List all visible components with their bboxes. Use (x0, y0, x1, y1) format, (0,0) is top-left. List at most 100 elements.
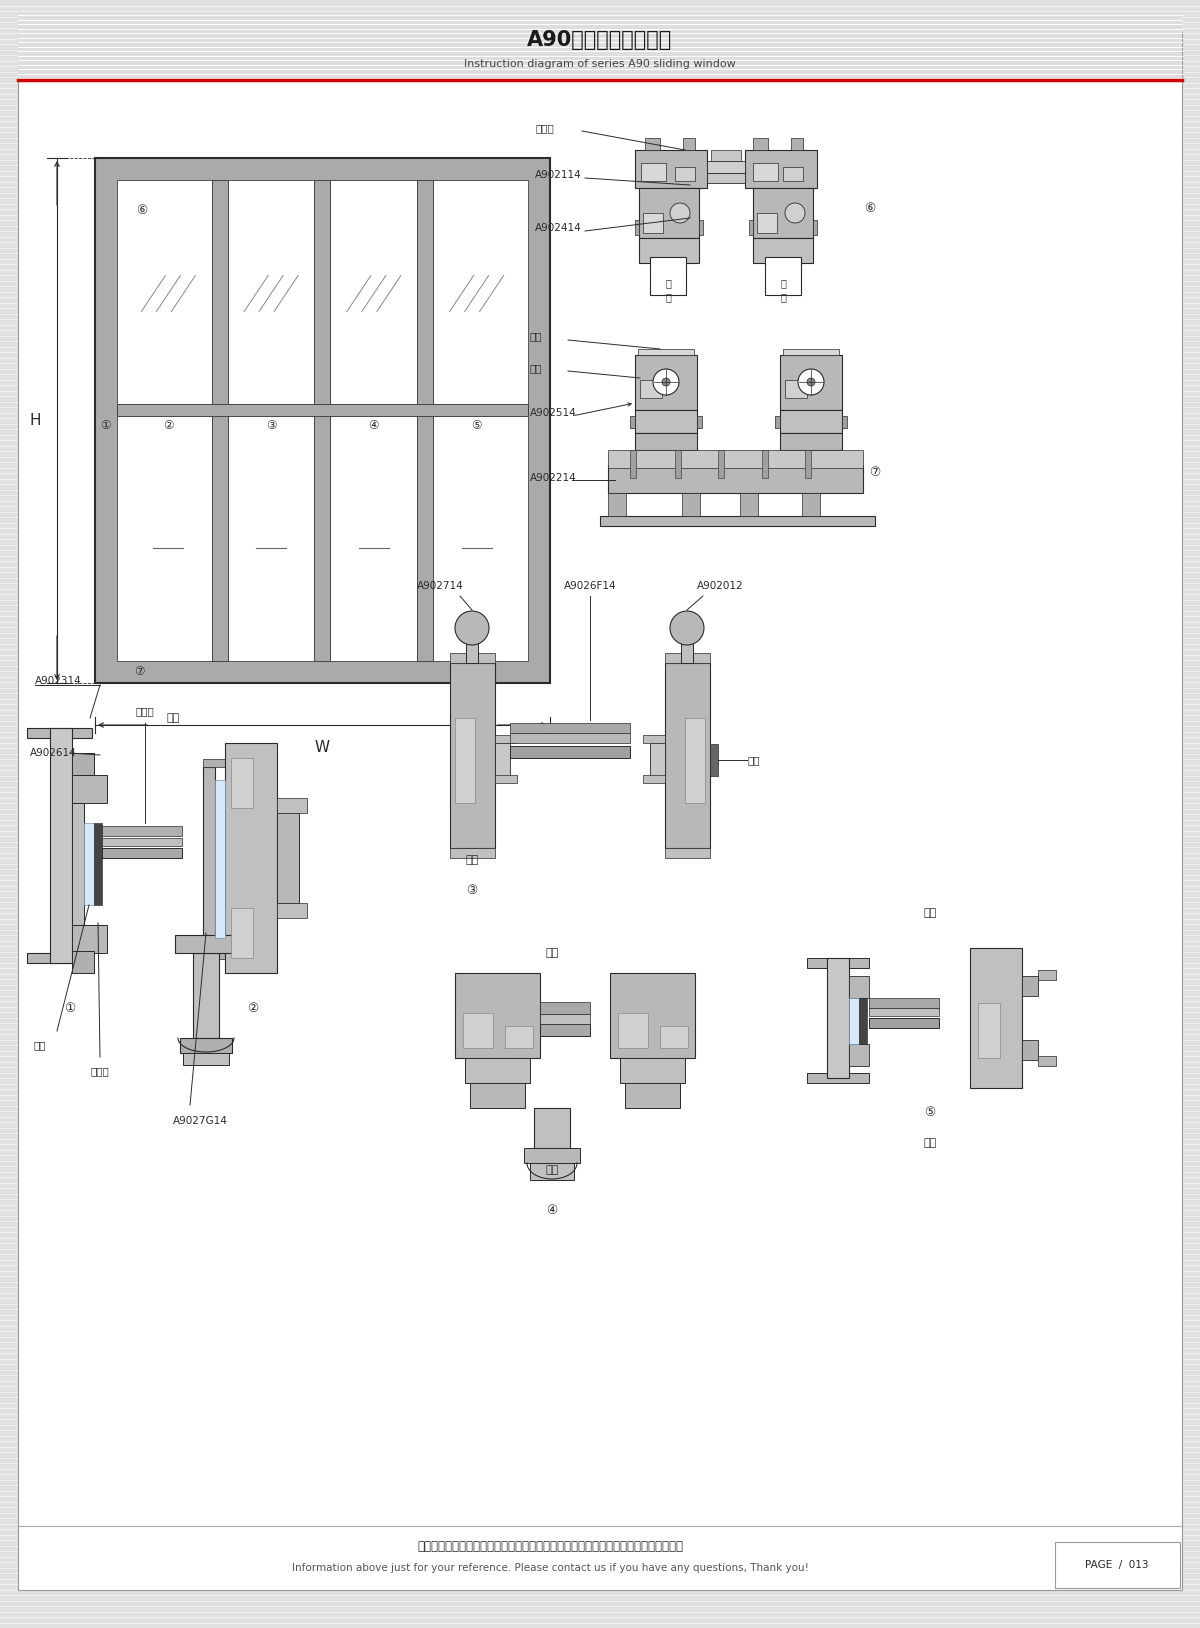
Text: ④: ④ (546, 1203, 558, 1216)
Text: ②: ② (163, 418, 174, 431)
Text: Instruction diagram of series A90 sliding window: Instruction diagram of series A90 slidin… (464, 59, 736, 68)
Bar (277, 812, 299, 904)
Bar (203, 759, 235, 767)
Bar (203, 767, 215, 951)
Bar (464, 1058, 530, 1083)
Bar (682, 633, 694, 663)
Bar (540, 1024, 590, 1035)
Bar (510, 733, 630, 742)
Bar (635, 220, 640, 234)
Text: ⑥: ⑥ (864, 202, 876, 215)
Text: ⑤: ⑤ (924, 1107, 936, 1120)
Bar (95, 158, 550, 684)
Text: A9027G14: A9027G14 (173, 1117, 228, 1127)
Bar (710, 150, 742, 161)
Bar (230, 759, 253, 807)
Bar (660, 1026, 688, 1048)
Bar (175, 934, 238, 952)
Bar (540, 1001, 590, 1014)
Text: A902012: A902012 (697, 581, 743, 591)
Bar (524, 1148, 580, 1162)
Bar (630, 449, 636, 479)
Bar (970, 947, 1022, 1088)
Bar (72, 803, 84, 925)
Bar (869, 1008, 940, 1016)
Circle shape (653, 370, 679, 396)
Bar (1022, 977, 1038, 996)
Bar (754, 238, 814, 264)
Text: ⑦: ⑦ (133, 664, 144, 677)
Bar (641, 163, 666, 181)
Text: 室内: 室内 (167, 713, 180, 723)
Bar (665, 653, 710, 663)
Text: A902314: A902314 (35, 676, 82, 685)
Bar (620, 1058, 685, 1083)
Text: 垫片: 垫片 (530, 330, 542, 340)
Bar (707, 161, 745, 173)
Bar (646, 138, 660, 150)
Bar (859, 998, 866, 1044)
Circle shape (670, 204, 690, 223)
Bar (608, 493, 626, 516)
Text: 条形锁: 条形锁 (136, 707, 155, 716)
Bar (496, 742, 510, 778)
Text: 室外: 室外 (545, 1166, 559, 1175)
Bar (226, 742, 277, 974)
Bar (203, 951, 235, 959)
Text: A90系列推拉窗结构图: A90系列推拉窗结构图 (527, 29, 673, 50)
Bar (450, 653, 496, 663)
Bar (638, 348, 694, 355)
Bar (608, 466, 863, 493)
Bar (534, 1109, 570, 1148)
Text: 室外: 室外 (466, 855, 479, 864)
Bar (72, 951, 94, 974)
Bar (94, 824, 102, 905)
Bar (682, 493, 700, 516)
Text: ③: ③ (467, 884, 478, 897)
Bar (740, 493, 758, 516)
Bar (785, 379, 808, 397)
Bar (466, 633, 478, 663)
Bar (685, 718, 706, 803)
Text: 内: 内 (665, 291, 671, 303)
Bar (277, 798, 307, 812)
Text: ①: ① (65, 1001, 76, 1014)
Text: A902714: A902714 (416, 581, 463, 591)
Bar (754, 187, 814, 238)
Bar (650, 742, 665, 778)
Bar (230, 908, 253, 957)
Text: ⑦: ⑦ (869, 467, 881, 480)
Bar (450, 848, 496, 858)
Bar (635, 355, 697, 410)
Bar (277, 904, 307, 918)
Circle shape (670, 610, 704, 645)
Bar (26, 952, 92, 964)
Bar (102, 838, 182, 847)
Bar (780, 355, 842, 410)
Text: H: H (29, 414, 41, 428)
Bar (635, 410, 697, 433)
Bar (718, 449, 724, 479)
Bar (530, 1162, 574, 1180)
Bar (757, 213, 778, 233)
Bar (1038, 970, 1056, 980)
Bar (26, 728, 92, 737)
Bar (978, 1003, 1000, 1058)
Text: 毛条: 毛条 (748, 755, 760, 765)
Text: A902114: A902114 (535, 169, 582, 181)
Circle shape (808, 378, 815, 386)
Bar (674, 449, 682, 479)
Bar (850, 977, 869, 998)
Text: A902514: A902514 (530, 409, 577, 418)
Bar (643, 775, 665, 783)
Bar (775, 417, 780, 428)
Bar (850, 998, 859, 1044)
Text: 室: 室 (780, 278, 786, 288)
Bar (808, 1073, 869, 1083)
Text: A902614: A902614 (30, 747, 77, 759)
Bar (496, 775, 517, 783)
Text: 图中所示型材截面、装配、编号、尺寸及重量仅供参考。如有疑问，请向本公司查询。: 图中所示型材截面、装配、编号、尺寸及重量仅供参考。如有疑问，请向本公司查询。 (418, 1540, 683, 1553)
Bar (640, 187, 698, 238)
Bar (505, 1026, 533, 1048)
Circle shape (798, 370, 824, 396)
